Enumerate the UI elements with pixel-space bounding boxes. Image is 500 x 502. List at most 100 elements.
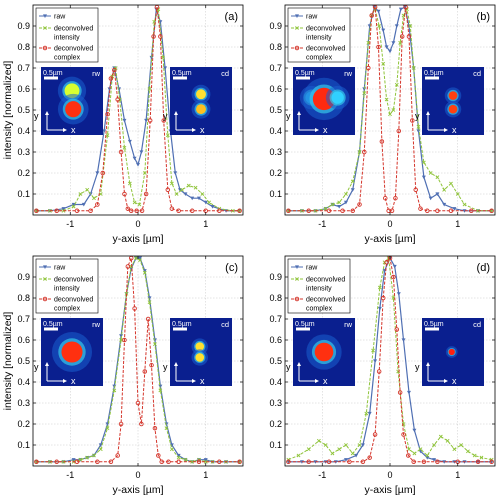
legend-label: raw [54,14,66,21]
data-point [476,208,480,213]
inset-tag: cd [473,69,481,78]
data-point [452,447,457,452]
x-tick-label: 0 [135,219,140,229]
y-tick-label: 0.9 [17,272,30,282]
inset-axis-label-y: y [286,111,291,121]
data-point [119,338,123,342]
data-point [398,40,403,45]
data-point [136,163,140,167]
data-point [112,388,117,393]
data-point [113,66,118,70]
data-point [153,342,157,347]
data-point [159,459,164,465]
legend-marker [42,45,48,51]
x-axis-label: y-axis [µm] [113,484,164,496]
data-point [326,208,332,214]
data-point [108,459,114,465]
data-point [92,196,96,201]
data-point [158,384,163,389]
inset-spot [448,348,455,356]
data-point [377,24,382,28]
y-tick-label: 0.9 [17,21,30,31]
data-point [190,196,195,201]
data-point [95,459,100,465]
data-point [406,453,411,458]
data-point [337,447,342,452]
inset-spot [314,342,334,362]
data-point [237,459,242,465]
data-point [357,150,362,154]
data-point [105,111,110,117]
inset-spot [196,89,206,100]
data-point [98,443,103,447]
data-point [389,208,395,214]
data-point [364,411,369,416]
data-point [432,458,437,462]
x-tick-label: -1 [318,470,326,480]
data-point [413,187,418,193]
data-point [196,459,202,465]
inset-spot [195,353,205,362]
series-deconvolved-complex [286,4,494,214]
data-point [105,426,110,431]
data-point [479,455,484,460]
data-point [326,459,332,465]
data-point [137,202,142,207]
data-point [166,459,171,465]
y-tick-label: 0.5 [17,356,30,366]
data-point [381,61,386,66]
y-tick-label: 0.3 [17,147,30,157]
data-point [107,87,112,91]
data-point [391,41,396,45]
y-tick-label: 0.2 [269,419,282,429]
data-point [406,34,412,39]
data-point [406,390,411,395]
legend-marker [295,14,299,18]
inset-axis-label-y: y [163,362,168,372]
data-point [379,139,385,144]
data-point [371,348,375,353]
data-point [158,388,163,393]
legend-marker [43,26,47,30]
data-point [442,202,447,207]
data-point [139,421,144,427]
scale-bar-label: 0.5µm [424,321,444,328]
data-point [337,205,342,209]
legend-marker [295,26,299,30]
data-point [435,459,440,465]
inset-image-rw: 0.5µm rw y x [286,67,355,135]
data-point [210,205,215,209]
data-point [176,459,181,465]
data-point [411,459,416,465]
inset-image-rw: 0.5µm rw y x [34,318,103,386]
data-point [129,264,134,269]
inset-image-rw: 0.5µm rw y x [286,318,355,386]
legend-marker [43,265,47,269]
data-point [435,175,440,180]
data-point [376,44,381,50]
data-point [85,455,90,460]
data-point [357,443,362,447]
data-point [376,369,382,374]
data-point [217,459,222,465]
legend-label: deconvolved [306,277,345,284]
chart-panel-b: 0.5µm rw y x 0.5µm cd y x raw deconvolved intensit… [269,4,496,245]
legend-label: complex [54,306,81,313]
y-tick-label: 0.3 [17,398,30,408]
axis-arrow-y-head [297,362,301,366]
data-point [340,208,345,214]
data-point [174,192,179,196]
data-point [165,133,170,138]
data-point [122,118,127,123]
panel-label: (c) [225,262,238,274]
x-tick-label: -1 [318,219,326,229]
data-point [128,208,134,214]
data-point [408,24,413,28]
data-point [367,411,372,416]
data-point [149,362,154,368]
y-tick-label: 0.7 [269,314,282,324]
data-point [448,208,454,214]
axis-arrow-y-head [45,111,49,115]
data-point [95,171,100,175]
y-tick-label: 0.3 [269,398,282,408]
